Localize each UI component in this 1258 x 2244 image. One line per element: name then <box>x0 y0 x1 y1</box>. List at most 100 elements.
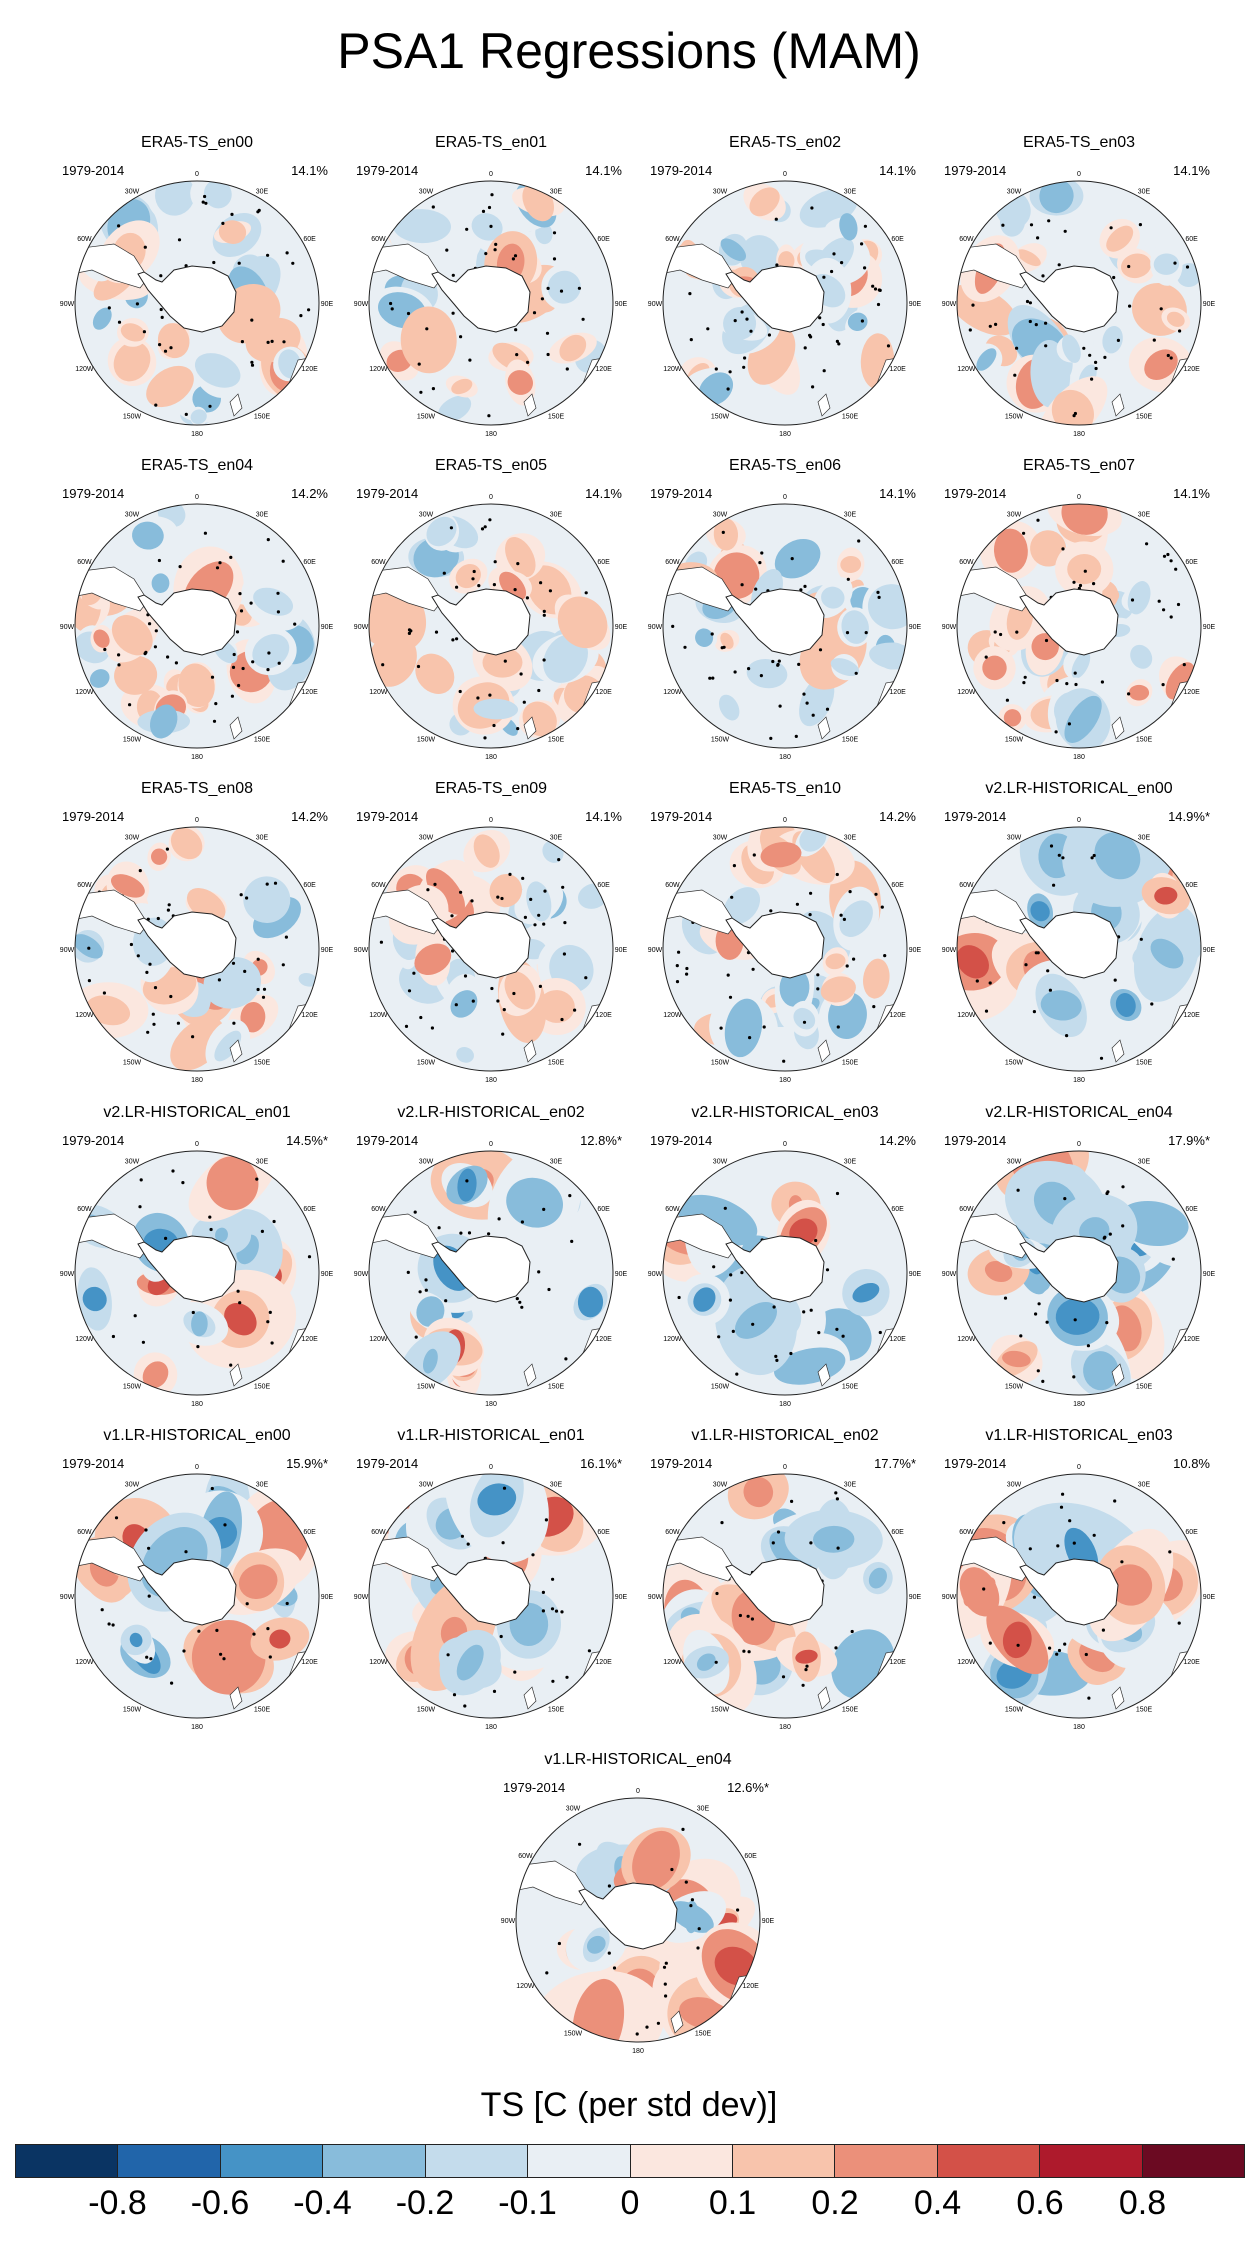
anomaly-blob <box>789 1000 820 1037</box>
longitude-label: 120W <box>957 366 976 373</box>
panel-period: 1979-2014 <box>356 486 419 501</box>
significance-dot <box>249 601 253 605</box>
panel-variance-percent: 10.8% <box>1173 1456 1210 1471</box>
significance-dot <box>492 723 496 728</box>
longitude-label: 150E <box>254 1384 271 1391</box>
anomaly-blob <box>564 1274 613 1330</box>
land-africa <box>871 508 907 544</box>
colorbar-tick-label: 0.8 <box>1118 2184 1167 2222</box>
longitude-label: 150W <box>1005 1060 1024 1067</box>
significance-dot <box>863 224 867 228</box>
map-boundary <box>956 1150 1202 1396</box>
longitude-label: 0 <box>1077 817 1081 824</box>
longitude-label: 120E <box>301 366 318 373</box>
significance-dot <box>560 1017 564 1022</box>
significance-dot <box>307 1255 312 1259</box>
panel-grid: ERA5-TS_en00 1979-2014 14.1% 0 30E 60E 90E 120E… <box>60 134 1224 2061</box>
longitude-label: 60W <box>518 1853 533 1860</box>
significance-dot <box>1072 1375 1076 1379</box>
significance-dot <box>146 1030 150 1034</box>
longitude-label: 60W <box>665 882 680 889</box>
longitude-label: 0 <box>783 1141 787 1148</box>
significance-dot <box>1036 1369 1040 1373</box>
land-new-zealand <box>1111 393 1125 417</box>
significance-dot <box>750 1617 754 1621</box>
longitude-label: 90E <box>1203 1271 1216 1278</box>
land-antarctica <box>431 588 531 656</box>
significance-dot <box>801 1683 805 1687</box>
longitude-label: 180 <box>191 1401 203 1406</box>
land-new-zealand <box>1111 716 1125 740</box>
significance-dot <box>822 369 826 373</box>
significance-dot <box>293 622 297 626</box>
significance-dot <box>476 696 480 700</box>
significance-dot <box>148 962 152 966</box>
significance-dot <box>147 1546 151 1550</box>
significance-dot <box>451 638 455 642</box>
anomaly-blob <box>767 525 828 593</box>
significance-dot <box>738 1613 742 1618</box>
significance-dot <box>804 1668 808 1672</box>
significance-dot <box>425 327 429 331</box>
significance-dot <box>515 1297 519 1301</box>
land-africa <box>577 185 613 221</box>
significance-dot <box>454 1003 458 1007</box>
longitude-label: 150W <box>711 1060 730 1067</box>
significance-dot <box>1150 1002 1154 1006</box>
longitude-label: 90W <box>648 624 663 631</box>
significance-dot <box>584 976 588 980</box>
panel-variance-percent: 14.2% <box>879 809 916 824</box>
colorbar-box <box>425 2145 529 2177</box>
significance-dot <box>546 352 550 357</box>
significance-dot <box>1063 1197 1067 1201</box>
polar-map: 0 30E 60E 90E 120E 150E 180 150W 120W 90W 60W 30W <box>60 1464 334 1729</box>
significance-dot <box>1176 602 1181 607</box>
significance-dot <box>1036 236 1040 240</box>
significance-dot <box>1005 698 1009 702</box>
significance-dot <box>406 1270 410 1274</box>
significance-dot <box>721 530 725 534</box>
land-antarctica <box>725 911 825 979</box>
significance-dot <box>545 1971 549 1975</box>
longitude-label: 90E <box>909 624 922 631</box>
significance-dot <box>143 245 147 249</box>
significance-dot <box>537 688 541 693</box>
significance-dot <box>487 205 492 210</box>
significance-dot <box>871 284 875 288</box>
longitude-label: 180 <box>485 754 497 759</box>
significance-dot <box>790 557 794 561</box>
significance-dot <box>139 1178 143 1182</box>
significance-dot <box>758 561 762 565</box>
significance-dot <box>169 994 173 999</box>
longitude-label: 150E <box>842 414 859 421</box>
significance-dot <box>143 652 147 656</box>
significance-dot <box>529 897 533 901</box>
significance-dot <box>1074 682 1078 687</box>
significance-dot <box>835 339 839 343</box>
significance-dot <box>493 560 497 564</box>
significance-dot <box>197 1629 201 1633</box>
significance-dot <box>1022 681 1026 685</box>
map-panel: v1.LR-HISTORICAL_en04 1979-2014 12.6%* 0 30E… <box>493 1751 783 2061</box>
land-new-zealand <box>817 716 831 740</box>
land-africa <box>871 1155 907 1191</box>
significance-dot <box>543 889 547 893</box>
colorbar-title: TS [C (per std dev)] <box>480 2086 778 2124</box>
land-antarctica <box>137 911 237 979</box>
map-panel: ERA5-TS_en06 1979-2014 14.1% 0 30E 60E 90E 120E… <box>640 457 930 767</box>
significance-dot <box>265 882 269 886</box>
significance-dot <box>511 257 515 261</box>
longitude-label: 120W <box>75 1012 94 1019</box>
panel-title: ERA5-TS_en03 <box>1022 134 1136 151</box>
panel-variance-percent: 14.1% <box>1173 163 1210 178</box>
significance-dot <box>542 922 546 926</box>
map-panel: ERA5-TS_en03 1979-2014 14.1% 0 30E 60E 90E 120E… <box>934 134 1224 444</box>
anomaly-blob <box>438 1629 502 1696</box>
longitude-label: 120E <box>301 1012 318 1019</box>
anomaly-blob <box>1015 959 1107 1051</box>
map-panel: v1.LR-HISTORICAL_en01 1979-2014 16.1%* 0 30E… <box>346 1427 636 1737</box>
anomaly-blob <box>739 235 781 279</box>
significance-dot <box>160 315 164 319</box>
longitude-label: 120E <box>595 366 612 373</box>
map-boundary <box>368 826 614 1072</box>
